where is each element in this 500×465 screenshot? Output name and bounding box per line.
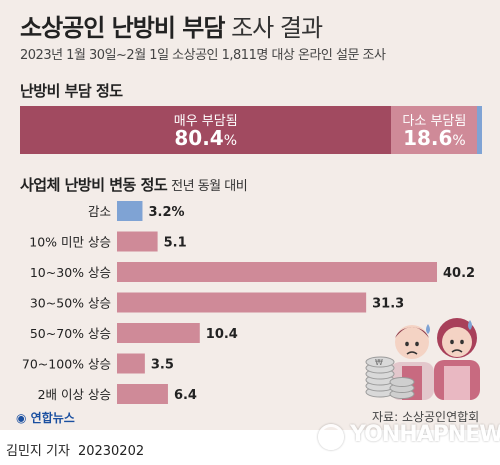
publish-date: 20230202 [77,444,145,459]
yonhap-logo-icon: ◉ 연합뉴스 [16,411,75,425]
burden-segment-label: 매우 부담됨 [173,114,238,129]
burden-segment: 매우 부담됨 80.4% [20,106,392,154]
value-label: 40.2 [443,266,475,281]
bar [117,292,367,313]
burden-segment [477,106,482,154]
section-burden-title: 난방비 부담 정도 [20,82,123,100]
svg-text:₩: ₩ [375,358,383,367]
value-label: 6.4 [174,388,197,403]
value-label: 5.1 [164,236,187,251]
category-label: 10~30% 상승 [30,265,111,280]
section-change-title: 사업체 난방비 변동 정도 전년 동월 대비 [20,174,248,195]
category-label: 2배 이상 상승 [38,387,111,402]
burden-value-number: 80.4 [174,126,224,150]
burden-segment: 다소 부담됨 18.6% [391,106,478,154]
bar [117,323,200,343]
burden-stacked-bar: 매우 부담됨 80.4% 다소 부담됨 18.6% [20,106,482,154]
category-label: 감소 [88,204,111,219]
bar [117,231,158,252]
value-label: 3.2% [148,205,184,220]
title-main: 소상공인 난방비 부담 [20,14,225,42]
section-change-note: 전년 동월 대비 [171,179,248,194]
worried-shopkeepers-with-coins-icon: ₩ [365,318,480,400]
burden-segment-value: 18.6% [391,126,477,150]
bar [117,201,143,221]
watermark-text: YONHAPNEWS [350,422,500,447]
category-label: 30~50% 상승 [30,296,111,311]
change-bar-chart: 감소 3.2% 10% 미만 상승 5.1 10~30% 상승 40.2 30~50% 상승… [22,201,475,404]
bar [117,262,437,282]
infographic-card: 소상공인 난방비 부담 조사 결과 2023년 1월 30일~2월 1일 소상공… [0,0,500,430]
burden-value-number: 18.6 [403,126,453,150]
value-label: 3.5 [151,358,174,373]
burden-value-unit: % [452,133,466,149]
survey-subtitle: 2023년 1월 30일~2월 1일 소상공인 1,811명 대상 온라인 설문… [20,48,386,63]
burden-value-unit: % [223,133,238,149]
data-source: 자료: 소상공인연합회 [372,410,480,424]
category-label: 10% 미만 상승 [29,235,111,250]
bar [117,384,168,404]
reporter-name: 김민지 기자 [6,444,70,459]
burden-segment-value: 80.4% [20,126,391,150]
title-sub: 조사 결과 [231,14,323,42]
watermark-logo-icon [318,424,344,450]
category-label: 70~100% 상승 [22,357,111,372]
page-title: 소상공인 난방비 부담 조사 결과 [20,8,323,43]
value-label: 31.3 [372,297,404,312]
watermark: YONHAPNEWS [318,422,500,447]
logo-text: 연합뉴스 [30,411,75,425]
bar [117,353,145,374]
section-change-label: 사업체 난방비 변동 정도 [20,176,168,194]
category-label: 50~70% 상승 [30,326,111,341]
burden-segment-label: 다소 부담됨 [402,114,467,129]
value-label: 10.4 [206,327,238,342]
byline: 김민지 기자 20230202 [6,440,144,459]
